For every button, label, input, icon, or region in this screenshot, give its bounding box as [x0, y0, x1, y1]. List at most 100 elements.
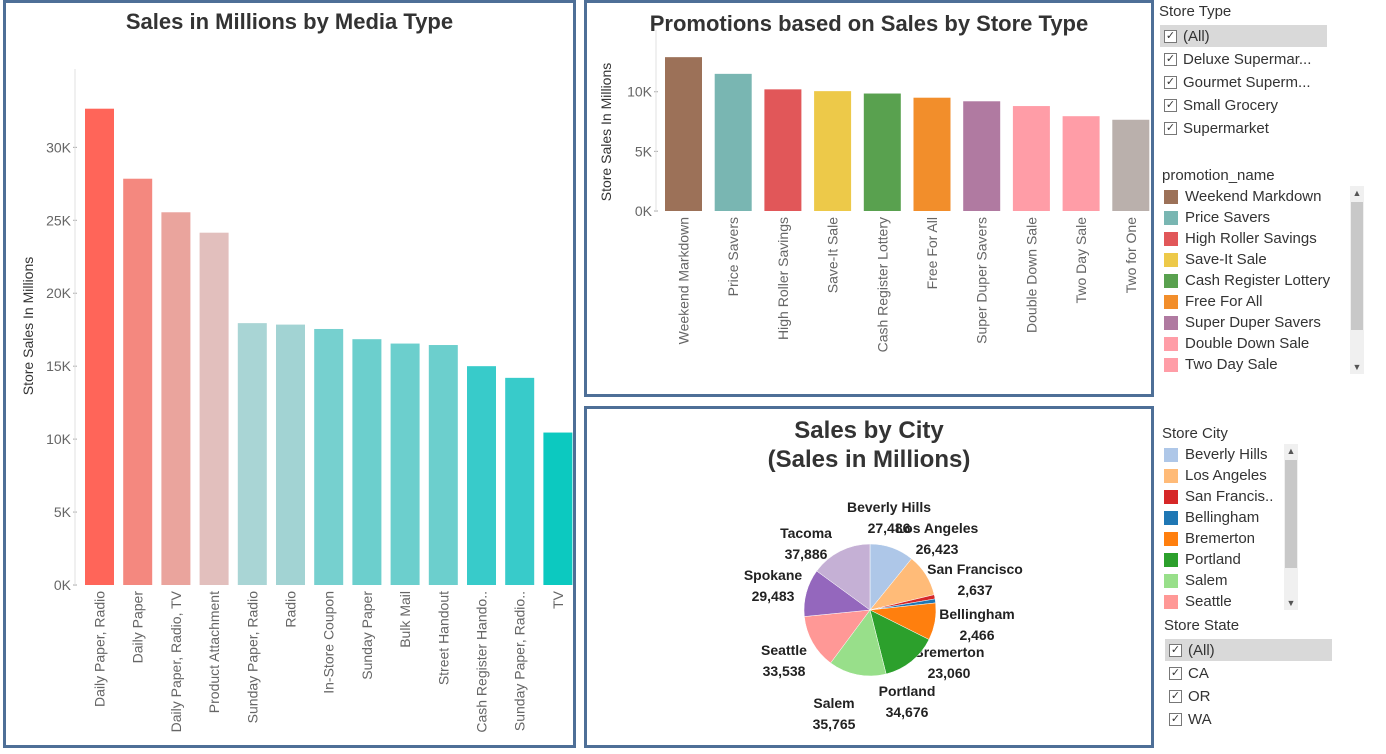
checkbox-checked-icon[interactable]: ✓: [1164, 121, 1177, 135]
pie-label-value: 26,423: [916, 541, 959, 557]
pie-label-value: 23,060: [928, 665, 971, 681]
promo_chart-x-tick-label: Save-It Sale: [825, 217, 841, 293]
scrollbar-thumb[interactable]: [1351, 202, 1363, 330]
legend-item[interactable]: San Francis..: [1160, 486, 1282, 507]
legend-label: Save-It Sale: [1185, 251, 1267, 268]
media_chart-x-tick-label: Sunday Paper: [359, 591, 375, 680]
checkbox-checked-icon[interactable]: ✓: [1169, 666, 1182, 680]
city-legend-scrollbar[interactable]: ▲ ▼: [1284, 444, 1298, 610]
media_chart-y-tick-label: 10K: [46, 431, 72, 447]
legend-item[interactable]: Cash Register Lottery: [1160, 270, 1346, 291]
scroll-down-icon[interactable]: ▼: [1286, 598, 1296, 608]
media-bar-chart: Store Sales In Millions 0K 5K 10K 15K 20K 25K 3…: [20, 69, 573, 733]
legend-label: San Francis..: [1185, 488, 1274, 505]
legend-label: Seattle: [1185, 593, 1232, 610]
legend-item[interactable]: Los Angeles: [1160, 465, 1282, 486]
legend-item[interactable]: Weekend Markdown: [1160, 186, 1346, 207]
promo_chart-y-tick-label: 5K: [635, 143, 653, 159]
legend-item[interactable]: Bellingham: [1160, 507, 1282, 528]
media_chart-y-tick-label: 20K: [46, 285, 72, 301]
legend-item[interactable]: Price Savers: [1160, 207, 1346, 228]
pie-label-value: 35,765: [813, 716, 856, 732]
pie-label-city: Salem: [813, 695, 854, 711]
promo_chart-bar: [665, 57, 702, 212]
checkbox-checked-icon[interactable]: ✓: [1169, 643, 1182, 657]
legend-label: Price Savers: [1185, 209, 1271, 226]
filter-option-label: WA: [1188, 710, 1212, 728]
scrollbar-thumb[interactable]: [1285, 460, 1297, 568]
media_chart-bar: [467, 366, 496, 585]
legend-swatch: [1164, 489, 1178, 504]
media_chart-y-tick-label: 5K: [54, 504, 72, 520]
promo_chart-x-tick-label: Two for One: [1123, 217, 1139, 293]
media_chart-y-tick-label: 25K: [46, 212, 72, 228]
legend-swatch: [1164, 294, 1178, 309]
filter-option[interactable]: ✓ Small Grocery: [1160, 94, 1327, 116]
store-type-filter-title: Store Type: [1159, 3, 1232, 20]
legend-label: Two Day Sale: [1185, 356, 1278, 373]
filter-option-label: OR: [1188, 687, 1211, 705]
media_chart-bar: [505, 377, 535, 585]
checkbox-checked-icon[interactable]: ✓: [1164, 98, 1177, 112]
legend-item[interactable]: Two Day Sale: [1160, 354, 1346, 375]
promo_chart-bar: [913, 97, 951, 211]
promo_chart-x-tick-label: Super Duper Savers: [974, 217, 990, 344]
checkbox-checked-icon[interactable]: ✓: [1164, 75, 1177, 89]
filter-option-label: Deluxe Supermar...: [1183, 50, 1312, 68]
filter-option-label: CA: [1188, 664, 1209, 682]
filter-option[interactable]: ✓ Supermarket: [1160, 117, 1327, 139]
media_chart-bar: [123, 178, 153, 585]
media_chart-bar: [543, 432, 573, 585]
media_chart-bar: [85, 108, 114, 585]
pie-slice: [830, 609, 887, 677]
scroll-down-icon[interactable]: ▼: [1352, 362, 1362, 372]
media_chart-bar: [428, 345, 458, 585]
media_chart-bar: [161, 212, 191, 586]
pie-label-value: 37,886: [785, 546, 828, 562]
legend-swatch: [1164, 336, 1178, 351]
legend-label: Beverly Hills: [1185, 446, 1268, 463]
legend-item[interactable]: Free For All: [1160, 291, 1346, 312]
legend-item[interactable]: Double Down Sale: [1160, 333, 1346, 354]
promo-bar-chart: Store Sales In Millions 0K 5K 10K Weekend Ma…: [598, 30, 1150, 352]
legend-item[interactable]: Beverly Hills: [1160, 444, 1282, 465]
checkbox-checked-icon[interactable]: ✓: [1164, 52, 1177, 66]
filter-option-label: (All): [1183, 27, 1210, 45]
filter-option[interactable]: ✓ (All): [1160, 25, 1327, 47]
checkbox-checked-icon[interactable]: ✓: [1164, 29, 1177, 43]
legend-item[interactable]: Salem: [1160, 570, 1282, 591]
promo_chart-x-tick-label: High Roller Savings: [775, 217, 791, 340]
scroll-up-icon[interactable]: ▲: [1286, 446, 1296, 456]
legend-swatch: [1164, 189, 1178, 204]
legend-item[interactable]: Bremerton: [1160, 528, 1282, 549]
legend-item[interactable]: High Roller Savings: [1160, 228, 1346, 249]
promo_chart-bar: [1062, 116, 1100, 211]
legend-item[interactable]: Save-It Sale: [1160, 249, 1346, 270]
filter-option[interactable]: ✓ (All): [1165, 639, 1332, 661]
checkbox-checked-icon[interactable]: ✓: [1169, 712, 1182, 726]
legend-label: Super Duper Savers: [1185, 314, 1321, 331]
filter-option[interactable]: ✓ WA: [1165, 708, 1332, 730]
scroll-up-icon[interactable]: ▲: [1352, 188, 1362, 198]
city-legend-title: Store City: [1162, 425, 1228, 442]
filter-option[interactable]: ✓ CA: [1165, 662, 1332, 684]
pie-label-city: Seattle: [761, 642, 807, 658]
promo_chart-bar: [764, 89, 802, 211]
store-state-filter-title: Store State: [1164, 617, 1240, 634]
media_chart-bar: [237, 323, 267, 585]
promotion-legend-scrollbar[interactable]: ▲ ▼: [1350, 186, 1364, 374]
legend-swatch: [1164, 594, 1178, 609]
pie-label-value: 27,486: [868, 520, 911, 536]
media_chart-bar: [314, 328, 344, 585]
legend-swatch: [1164, 468, 1178, 483]
filter-option[interactable]: ✓ Deluxe Supermar...: [1160, 48, 1327, 70]
media_chart-x-tick-label: Bulk Mail: [397, 591, 413, 648]
legend-item[interactable]: Seattle: [1160, 591, 1282, 612]
filter-option[interactable]: ✓ OR: [1165, 685, 1332, 707]
legend-label: High Roller Savings: [1185, 230, 1317, 247]
checkbox-checked-icon[interactable]: ✓: [1169, 689, 1182, 703]
legend-item[interactable]: Super Duper Savers: [1160, 312, 1346, 333]
legend-label: Cash Register Lottery: [1185, 272, 1331, 289]
legend-item[interactable]: Portland: [1160, 549, 1282, 570]
filter-option[interactable]: ✓ Gourmet Superm...: [1160, 71, 1327, 93]
